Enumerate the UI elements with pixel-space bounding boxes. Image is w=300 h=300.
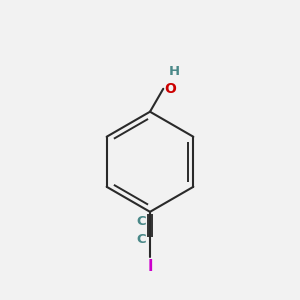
Text: H: H: [169, 65, 180, 79]
Text: I: I: [147, 259, 153, 274]
Text: C: C: [136, 233, 146, 246]
Text: O: O: [165, 82, 177, 96]
Text: C: C: [136, 215, 146, 228]
